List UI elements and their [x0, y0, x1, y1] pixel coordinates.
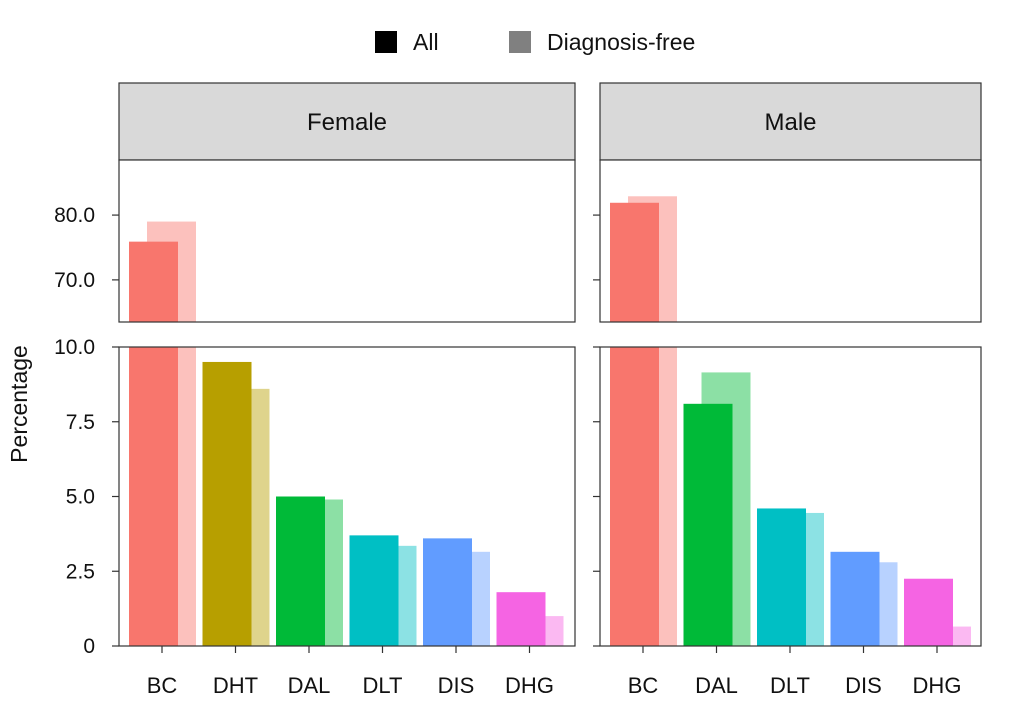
- x-tick-label-dal: DAL: [288, 673, 331, 698]
- upper-panel-border: [118, 159, 576, 323]
- y-upper-tick-label: 80.0: [54, 204, 95, 227]
- x-tick-label-dal: DAL: [695, 673, 738, 698]
- legend-swatch-diagnosis-free: [509, 31, 531, 53]
- bar-all-dis-lower: [830, 551, 880, 646]
- bar-all-dis-lower: [423, 538, 472, 646]
- bar-all-dal-lower: [276, 496, 325, 646]
- strip-background: [118, 82, 576, 161]
- x-tick-label-dis: DIS: [845, 673, 882, 698]
- bar-all-bc-upper: [129, 241, 178, 322]
- y-lower-tick-label: 2.5: [66, 560, 95, 583]
- x-tick-label-dhg: DHG: [913, 673, 962, 698]
- y-lower-tick-label: 7.5: [66, 411, 95, 434]
- x-tick-label-dhg: DHG: [505, 673, 554, 698]
- upper-panel-border: [599, 159, 982, 323]
- legend-swatch-all: [375, 31, 397, 53]
- x-tick-label-bc: BC: [147, 673, 178, 698]
- strip-label: Female: [307, 109, 387, 136]
- y-lower-tick-label: 10.0: [54, 336, 95, 359]
- lower-bars: [129, 347, 564, 646]
- upper-bars: [610, 196, 677, 322]
- bar-all-dal-lower: [683, 403, 733, 646]
- x-tick-label-bc: BC: [628, 673, 659, 698]
- panels: Female BC DHT DAL DLT DIS DHG 70.0 80.0 0 2.5 5.0 7.…: [54, 82, 982, 698]
- bar-all-dlt-lower: [349, 535, 399, 646]
- bar-all-bc-lower: [610, 347, 659, 646]
- x-tick-label-dht: DHT: [213, 673, 258, 698]
- y-axis-title: Percentage: [6, 345, 32, 463]
- legend: All Diagnosis-free: [375, 29, 695, 55]
- bar-all-bc-upper: [610, 202, 659, 322]
- bar-all-dhg-lower: [496, 592, 546, 646]
- strip-label: Male: [764, 109, 816, 136]
- bar-all-dhg-lower: [904, 578, 953, 646]
- strip-background: [599, 82, 982, 161]
- panel-female: Female BC DHT DAL DLT DIS DHG 70.0 80.0 0 2.5 5.0 7.…: [54, 82, 576, 698]
- bar-all-dht-lower: [202, 361, 252, 646]
- bar-all-dlt-lower: [757, 508, 806, 646]
- panel-male: Male BC DAL DLT DIS DHG: [593, 82, 982, 698]
- upper-bars: [129, 221, 196, 322]
- legend-label-diagnosis-free: Diagnosis-free: [547, 29, 695, 55]
- bar-all-bc-lower: [129, 347, 178, 646]
- y-lower-tick-label: 0: [83, 635, 95, 658]
- x-tick-label-dlt: DLT: [770, 673, 810, 698]
- x-tick-label-dis: DIS: [438, 673, 475, 698]
- x-tick-label-dlt: DLT: [363, 673, 403, 698]
- y-upper-tick-label: 70.0: [54, 269, 95, 292]
- lower-bars: [610, 347, 971, 646]
- legend-label-all: All: [413, 29, 439, 55]
- y-lower-tick-label: 5.0: [66, 486, 95, 509]
